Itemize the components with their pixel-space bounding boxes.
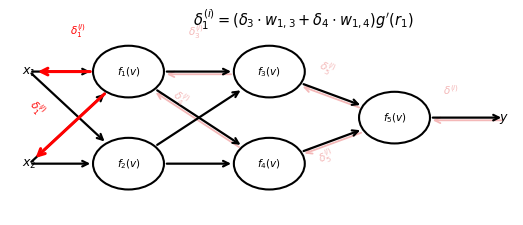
Text: $x_1$: $x_1$ (22, 66, 37, 79)
Text: $f_3(v)$: $f_3(v)$ (257, 65, 281, 79)
Text: $\delta_1^{(i)}$: $\delta_1^{(i)}$ (70, 22, 86, 40)
Text: $\delta_1^{(i)}$: $\delta_1^{(i)}$ (25, 96, 49, 120)
Text: $\delta^{(i)}$: $\delta^{(i)}$ (443, 83, 459, 97)
Text: $y$: $y$ (499, 111, 509, 125)
Text: $\delta_5^{(i)}$: $\delta_5^{(i)}$ (315, 145, 338, 168)
Text: $\delta_1^{(i)} = (\delta_3 \cdot w_{1,3} + \delta_4 \cdot w_{1,4})g'(r_1)$: $\delta_1^{(i)} = (\delta_3 \cdot w_{1,3… (193, 7, 414, 32)
Text: $f_1(v)$: $f_1(v)$ (117, 65, 140, 79)
Text: $f_2(v)$: $f_2(v)$ (117, 157, 140, 171)
Ellipse shape (93, 47, 164, 98)
Text: $\delta_5^{(i)}$: $\delta_5^{(i)}$ (315, 56, 338, 79)
Text: $\delta_3^{(i)}$: $\delta_3^{(i)}$ (188, 23, 204, 41)
Ellipse shape (359, 92, 430, 144)
Ellipse shape (93, 138, 164, 190)
Text: $x_2$: $x_2$ (22, 158, 37, 171)
Text: $\delta_4^{(i)}$: $\delta_4^{(i)}$ (169, 86, 192, 110)
Text: $f_5(v)$: $f_5(v)$ (383, 111, 406, 125)
Ellipse shape (234, 47, 305, 98)
Ellipse shape (234, 138, 305, 190)
Text: $f_4(v)$: $f_4(v)$ (257, 157, 281, 171)
